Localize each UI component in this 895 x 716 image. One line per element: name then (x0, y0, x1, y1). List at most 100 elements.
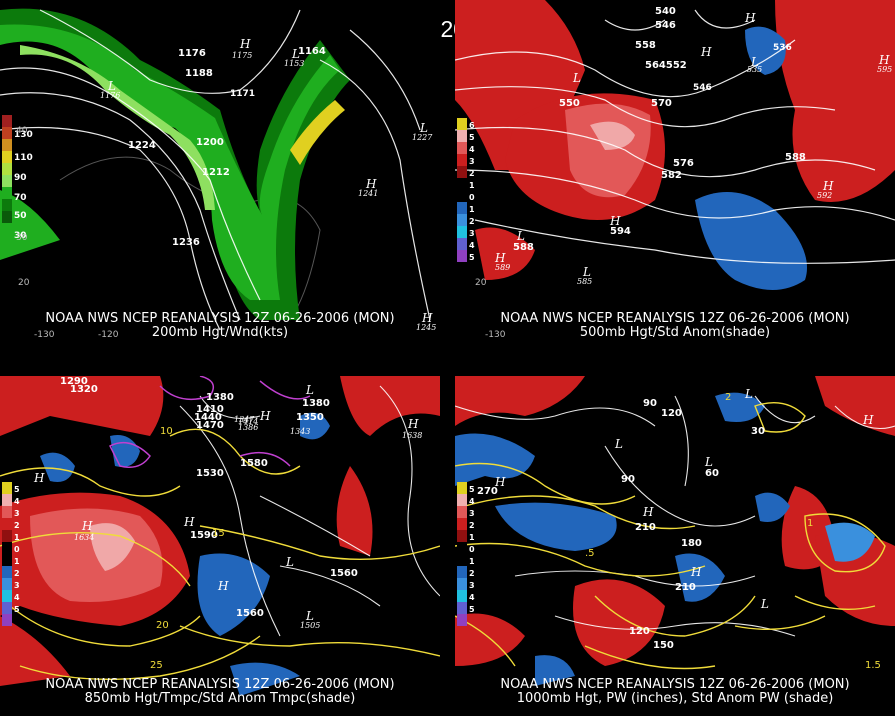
scale-label: 0 (14, 545, 20, 554)
scale-label: 5 (14, 605, 20, 614)
height-label: 1227 (412, 133, 433, 142)
height-label: 576 (673, 158, 694, 169)
caption-line-1: NOAA NWS NCEP REANALYSIS 12Z 06-26-2006 … (45, 311, 395, 326)
scale-label: 2 (469, 521, 475, 530)
height-label: 558 (635, 40, 656, 51)
height-label: 180 (681, 538, 702, 549)
height-label: 1236 (172, 237, 200, 248)
caption-line-1: NOAA NWS NCEP REANALYSIS 12Z 06-26-2006 … (500, 311, 850, 326)
svg-text:L: L (572, 71, 581, 85)
height-label: 1440 (194, 412, 222, 423)
panel-caption: NOAA NWS NCEP REANALYSIS 12Z 06-26-2006 … (455, 312, 895, 340)
svg-text:H: H (744, 11, 756, 25)
height-label: 1470 (196, 420, 224, 431)
scale-label: 4 (469, 145, 475, 154)
anom-scale (457, 118, 467, 262)
height-label: 582 (661, 170, 682, 181)
scale-label: 110 (14, 153, 33, 163)
height-label: 120 (629, 626, 650, 637)
svg-text:L: L (516, 229, 525, 243)
height-label: 588 (513, 242, 534, 253)
caption-line-2: 500mb Hgt/Std Anom(shade) (579, 325, 771, 340)
axis-label: -130 (485, 330, 506, 340)
svg-text:L: L (704, 455, 713, 469)
height-label: 1176 (100, 91, 120, 100)
scale-label: 1 (469, 557, 475, 566)
scale-label: 0 (469, 545, 475, 554)
scale-label: 2 (14, 521, 20, 530)
svg-text:H: H (33, 471, 45, 485)
height-label: 1350 (296, 412, 324, 423)
height-label: 595 (877, 65, 892, 74)
temp-label: 10 (160, 426, 173, 437)
pw-label: 1 (807, 518, 813, 529)
height-label: 1380 (302, 398, 330, 409)
svg-text:H: H (494, 475, 506, 489)
svg-text:L: L (419, 121, 428, 135)
height-label: 1580 (240, 458, 268, 469)
scale-label: 4 (14, 497, 20, 506)
scale-label: 1 (469, 205, 475, 214)
height-label: 1386 (238, 423, 258, 432)
height-label: 1590 (190, 530, 218, 541)
height-label: 589 (495, 263, 510, 272)
height-label: 1175 (232, 51, 252, 60)
height-label: 1410 (196, 404, 224, 415)
scale-label: 3 (14, 581, 20, 590)
svg-text:H: H (217, 579, 229, 593)
svg-text:H: H (407, 417, 419, 431)
scale-label: 5 (469, 133, 475, 142)
svg-text:L: L (107, 79, 116, 93)
svg-text:H: H (700, 45, 712, 59)
height-label: 1241 (358, 189, 378, 198)
height-label: 210 (675, 582, 696, 593)
scale-label: 1 (469, 533, 475, 542)
svg-text:H: H (642, 505, 654, 519)
svg-text:H: H (862, 413, 874, 427)
height-label: 1290 (60, 376, 88, 387)
height-label: 546 (693, 83, 712, 93)
scale-label: 5 (469, 253, 475, 262)
height-label: 570 (651, 98, 672, 109)
scale-label: 4 (469, 593, 475, 602)
svg-text:L: L (305, 383, 314, 397)
height-label: 585 (577, 277, 592, 286)
svg-text:H: H (81, 519, 93, 533)
axis-label: 30 (16, 233, 28, 243)
height-label: 1200 (196, 137, 224, 148)
svg-text:L: L (744, 387, 753, 401)
height-label: 540 (655, 6, 676, 17)
scale-label: 1 (469, 181, 475, 190)
panel-850mb: 5 4 3 2 1 0 1 2 3 4 5 1290 1320 1380 141… (0, 376, 440, 716)
caption-line-1: NOAA NWS NCEP REANALYSIS 12Z 06-26-2006 … (500, 677, 850, 692)
svg-text:H: H (609, 214, 621, 228)
height-label: 588 (785, 152, 806, 163)
axis-label: 40 (16, 126, 28, 136)
pw-label: 2 (725, 392, 731, 403)
scale-label: 2 (469, 217, 475, 226)
svg-text:H: H (365, 177, 377, 191)
map-200mb: 130 110 90 70 50 30 1176 1164 1188 1171 … (0, 8, 436, 340)
panel-500mb: 6 5 4 3 2 1 0 1 2 3 4 5 540 546 558 5645… (455, 0, 895, 340)
svg-text:H: H (822, 179, 834, 193)
height-label: 90 (643, 398, 657, 409)
height-label: 1171 (230, 89, 255, 99)
svg-text:L: L (291, 47, 300, 61)
height-label: 1176 (178, 48, 206, 59)
height-label: 1560 (330, 568, 358, 579)
scale-label: 3 (469, 157, 475, 166)
map-850mb: 5 4 3 2 1 0 1 2 3 4 5 1290 1320 1380 141… (0, 376, 440, 696)
svg-text:L: L (582, 265, 591, 279)
temp-label: 15 (212, 528, 225, 539)
scale-label: 70 (14, 193, 27, 203)
height-label: 120 (661, 408, 682, 419)
map-1000mb: 5 4 3 2 1 0 1 2 3 4 5 90 120 60 30 210 1… (455, 376, 895, 686)
scale-label: 3 (469, 509, 475, 518)
axis-label: 20 (475, 278, 487, 288)
scale-label: 130 (14, 130, 33, 140)
height-label: 90 (621, 474, 635, 485)
svg-text:H: H (878, 53, 890, 67)
height-label: 270 (477, 486, 498, 497)
svg-text:H: H (690, 565, 702, 579)
height-label: 1164 (298, 46, 326, 57)
